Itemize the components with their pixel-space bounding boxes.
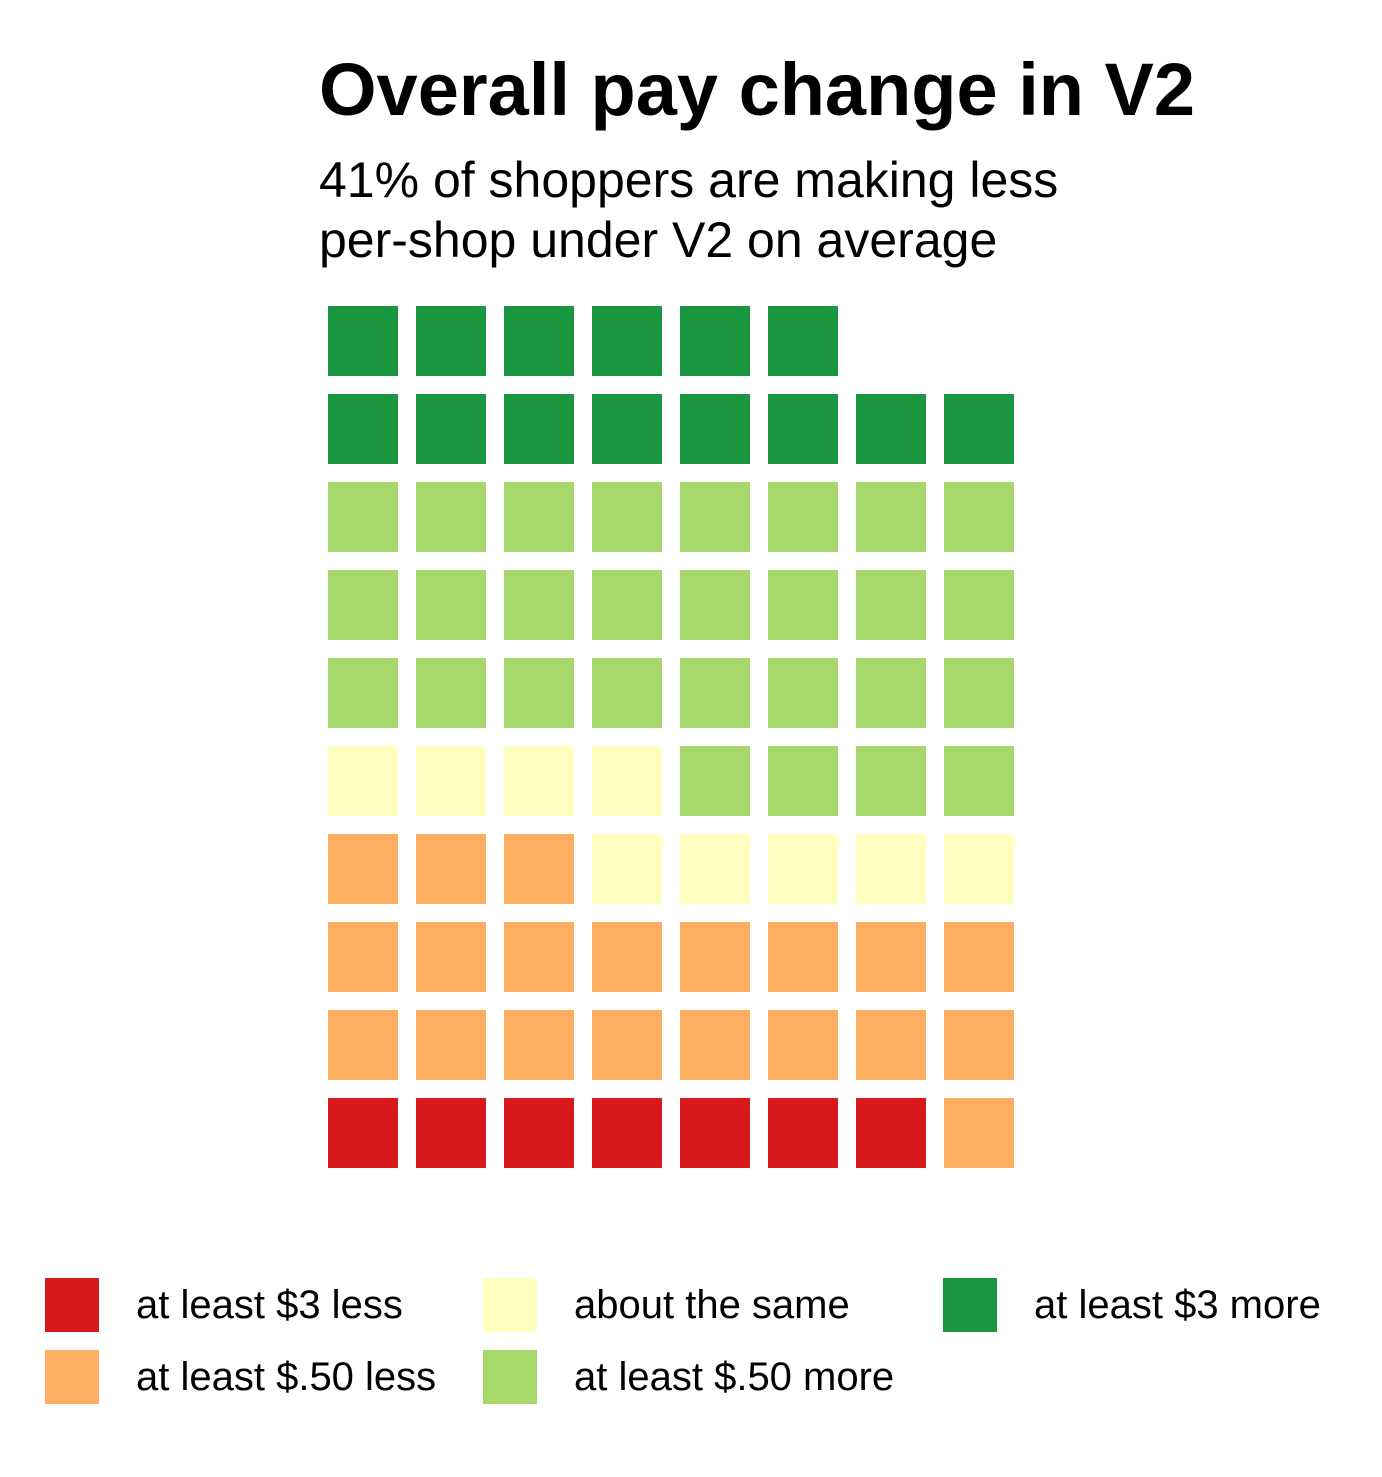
waffle-cell-less3	[592, 1098, 662, 1168]
waffle-cell-more3	[416, 306, 486, 376]
waffle-cell-more50	[680, 658, 750, 728]
waffle-cell-more50	[944, 746, 1014, 816]
waffle-cell-more3	[416, 394, 486, 464]
legend-label-less3: at least $3 less	[136, 1283, 403, 1327]
waffle-cell-more50	[768, 746, 838, 816]
waffle-cell-more3	[944, 394, 1014, 464]
legend-swatch-same	[483, 1278, 537, 1332]
waffle-cell-more3	[328, 394, 398, 464]
chart-subtitle-line-1: 41% of shoppers are making less	[319, 152, 1059, 208]
waffle-cell-more3	[680, 306, 750, 376]
waffle-cell-same	[504, 746, 574, 816]
waffle-cell-more50	[856, 482, 926, 552]
waffle-cell-more50	[504, 658, 574, 728]
waffle-cell-same	[592, 834, 662, 904]
waffle-cell-more3	[328, 306, 398, 376]
waffle-cell-more50	[328, 570, 398, 640]
legend-swatch-less50	[45, 1350, 99, 1404]
waffle-cell-same	[944, 834, 1014, 904]
waffle-cell-less50	[680, 1010, 750, 1080]
waffle-cell-less3	[416, 1098, 486, 1168]
waffle-cell-less50	[416, 922, 486, 992]
waffle-cell-same	[328, 746, 398, 816]
waffle-cell-more50	[680, 482, 750, 552]
waffle-cell-more50	[856, 570, 926, 640]
waffle-cell-more50	[416, 482, 486, 552]
waffle-cell-more3	[680, 394, 750, 464]
legend-swatch-more3	[943, 1278, 997, 1332]
waffle-cell-less50	[416, 834, 486, 904]
waffle-cell-more3	[592, 306, 662, 376]
waffle-cell-less50	[680, 922, 750, 992]
waffle-cell-less50	[504, 922, 574, 992]
waffle-cell-more50	[768, 482, 838, 552]
waffle-cell-less3	[328, 1098, 398, 1168]
waffle-cell-more50	[416, 658, 486, 728]
waffle-cell-more50	[768, 658, 838, 728]
waffle-cell-more50	[856, 658, 926, 728]
waffle-cell-more50	[768, 570, 838, 640]
legend-swatch-more50	[483, 1350, 537, 1404]
waffle-cell-more3	[592, 394, 662, 464]
waffle-cell-more3	[768, 306, 838, 376]
chart-subtitle-line-2: per-shop under V2 on average	[319, 212, 998, 268]
waffle-cell-same	[680, 834, 750, 904]
waffle-cell-more50	[592, 658, 662, 728]
waffle-cell-more3	[504, 394, 574, 464]
waffle-cell-same	[592, 746, 662, 816]
waffle-cell-more50	[328, 658, 398, 728]
waffle-cell-more3	[768, 394, 838, 464]
waffle-cell-less50	[944, 1098, 1014, 1168]
legend-swatch-less3	[45, 1278, 99, 1332]
chart-subtitle: 41% of shoppers are making less per-shop…	[319, 150, 1058, 270]
waffle-cell-more50	[680, 570, 750, 640]
waffle-cell-more50	[504, 570, 574, 640]
waffle-cell-more50	[592, 570, 662, 640]
waffle-cell-more3	[856, 394, 926, 464]
waffle-cell-less50	[328, 922, 398, 992]
legend-label-more3: at least $3 more	[1034, 1283, 1321, 1327]
waffle-cell-more50	[328, 482, 398, 552]
waffle-cell-less3	[504, 1098, 574, 1168]
waffle-cell-more50	[416, 570, 486, 640]
waffle-cell-less50	[856, 1010, 926, 1080]
waffle-cell-more50	[856, 746, 926, 816]
waffle-cell-same	[856, 834, 926, 904]
waffle-cell-less50	[416, 1010, 486, 1080]
waffle-cell-less50	[328, 1010, 398, 1080]
waffle-cell-less50	[768, 1010, 838, 1080]
waffle-cell-less50	[944, 1010, 1014, 1080]
waffle-cell-less50	[768, 922, 838, 992]
waffle-cell-less3	[680, 1098, 750, 1168]
waffle-cell-more50	[944, 658, 1014, 728]
waffle-cell-more50	[944, 482, 1014, 552]
chart-title: Overall pay change in V2	[319, 48, 1196, 131]
waffle-cell-less50	[504, 1010, 574, 1080]
waffle-cell-less50	[944, 922, 1014, 992]
waffle-cell-more3	[504, 306, 574, 376]
waffle-cell-same	[768, 834, 838, 904]
waffle-chart	[328, 306, 1014, 1168]
legend-label-same: about the same	[574, 1283, 850, 1327]
waffle-cell-less3	[856, 1098, 926, 1168]
waffle-cell-more50	[944, 570, 1014, 640]
waffle-cell-less50	[856, 922, 926, 992]
waffle-cell-more50	[592, 482, 662, 552]
legend-label-more50: at least $.50 more	[574, 1355, 895, 1399]
waffle-cell-more50	[680, 746, 750, 816]
waffle-cell-less3	[768, 1098, 838, 1168]
waffle-cell-more50	[504, 482, 574, 552]
waffle-cell-less50	[592, 1010, 662, 1080]
waffle-cell-less50	[328, 834, 398, 904]
legend-label-less50: at least $.50 less	[136, 1355, 437, 1399]
waffle-cell-less50	[592, 922, 662, 992]
waffle-cell-same	[416, 746, 486, 816]
waffle-cell-less50	[504, 834, 574, 904]
